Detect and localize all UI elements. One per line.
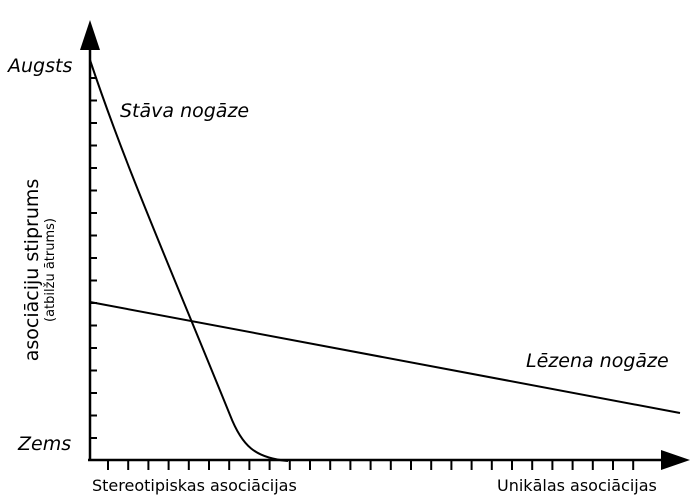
y-low-label: Zems bbox=[18, 433, 72, 455]
x-axis-ticks bbox=[107, 460, 635, 470]
gentle-slope-line bbox=[89, 301, 681, 414]
y-axis-title-main: asociāciju stiprums bbox=[21, 178, 43, 362]
y-axis-title-sub: (atbilžu ātrums) bbox=[43, 218, 58, 322]
y-axis-title: asociāciju stiprums (atbilžu ātrums) bbox=[21, 179, 59, 362]
y-high-label: Augsts bbox=[8, 55, 73, 77]
x-axis-arrow-icon bbox=[661, 450, 690, 470]
y-axis-arrow-icon bbox=[80, 20, 100, 50]
x-axis-right-label: Unikālas asociācijas bbox=[497, 476, 657, 495]
x-axis-left-label: Stereotipiskas asociācijas bbox=[92, 476, 297, 495]
steep-slope-curve bbox=[89, 59, 289, 462]
steep-slope-label: Stāva nogāze bbox=[120, 100, 250, 122]
gentle-slope-label: Lēzena nogāze bbox=[526, 350, 669, 372]
